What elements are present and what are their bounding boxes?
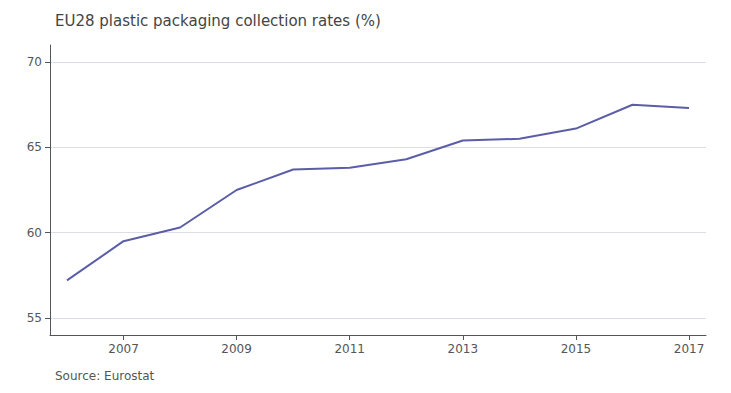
svg-text:2009: 2009 — [221, 342, 252, 356]
svg-text:55: 55 — [27, 311, 42, 325]
svg-text:Source: Eurostat: Source: Eurostat — [55, 369, 155, 383]
svg-text:2011: 2011 — [334, 342, 365, 356]
svg-text:2015: 2015 — [561, 342, 592, 356]
svg-text:60: 60 — [27, 226, 42, 240]
svg-text:65: 65 — [27, 140, 42, 154]
svg-text:70: 70 — [27, 55, 42, 69]
svg-text:2017: 2017 — [674, 342, 705, 356]
svg-text:2013: 2013 — [448, 342, 479, 356]
svg-text:EU28 plastic packaging collect: EU28 plastic packaging collection rates … — [55, 12, 381, 30]
svg-text:2007: 2007 — [108, 342, 139, 356]
